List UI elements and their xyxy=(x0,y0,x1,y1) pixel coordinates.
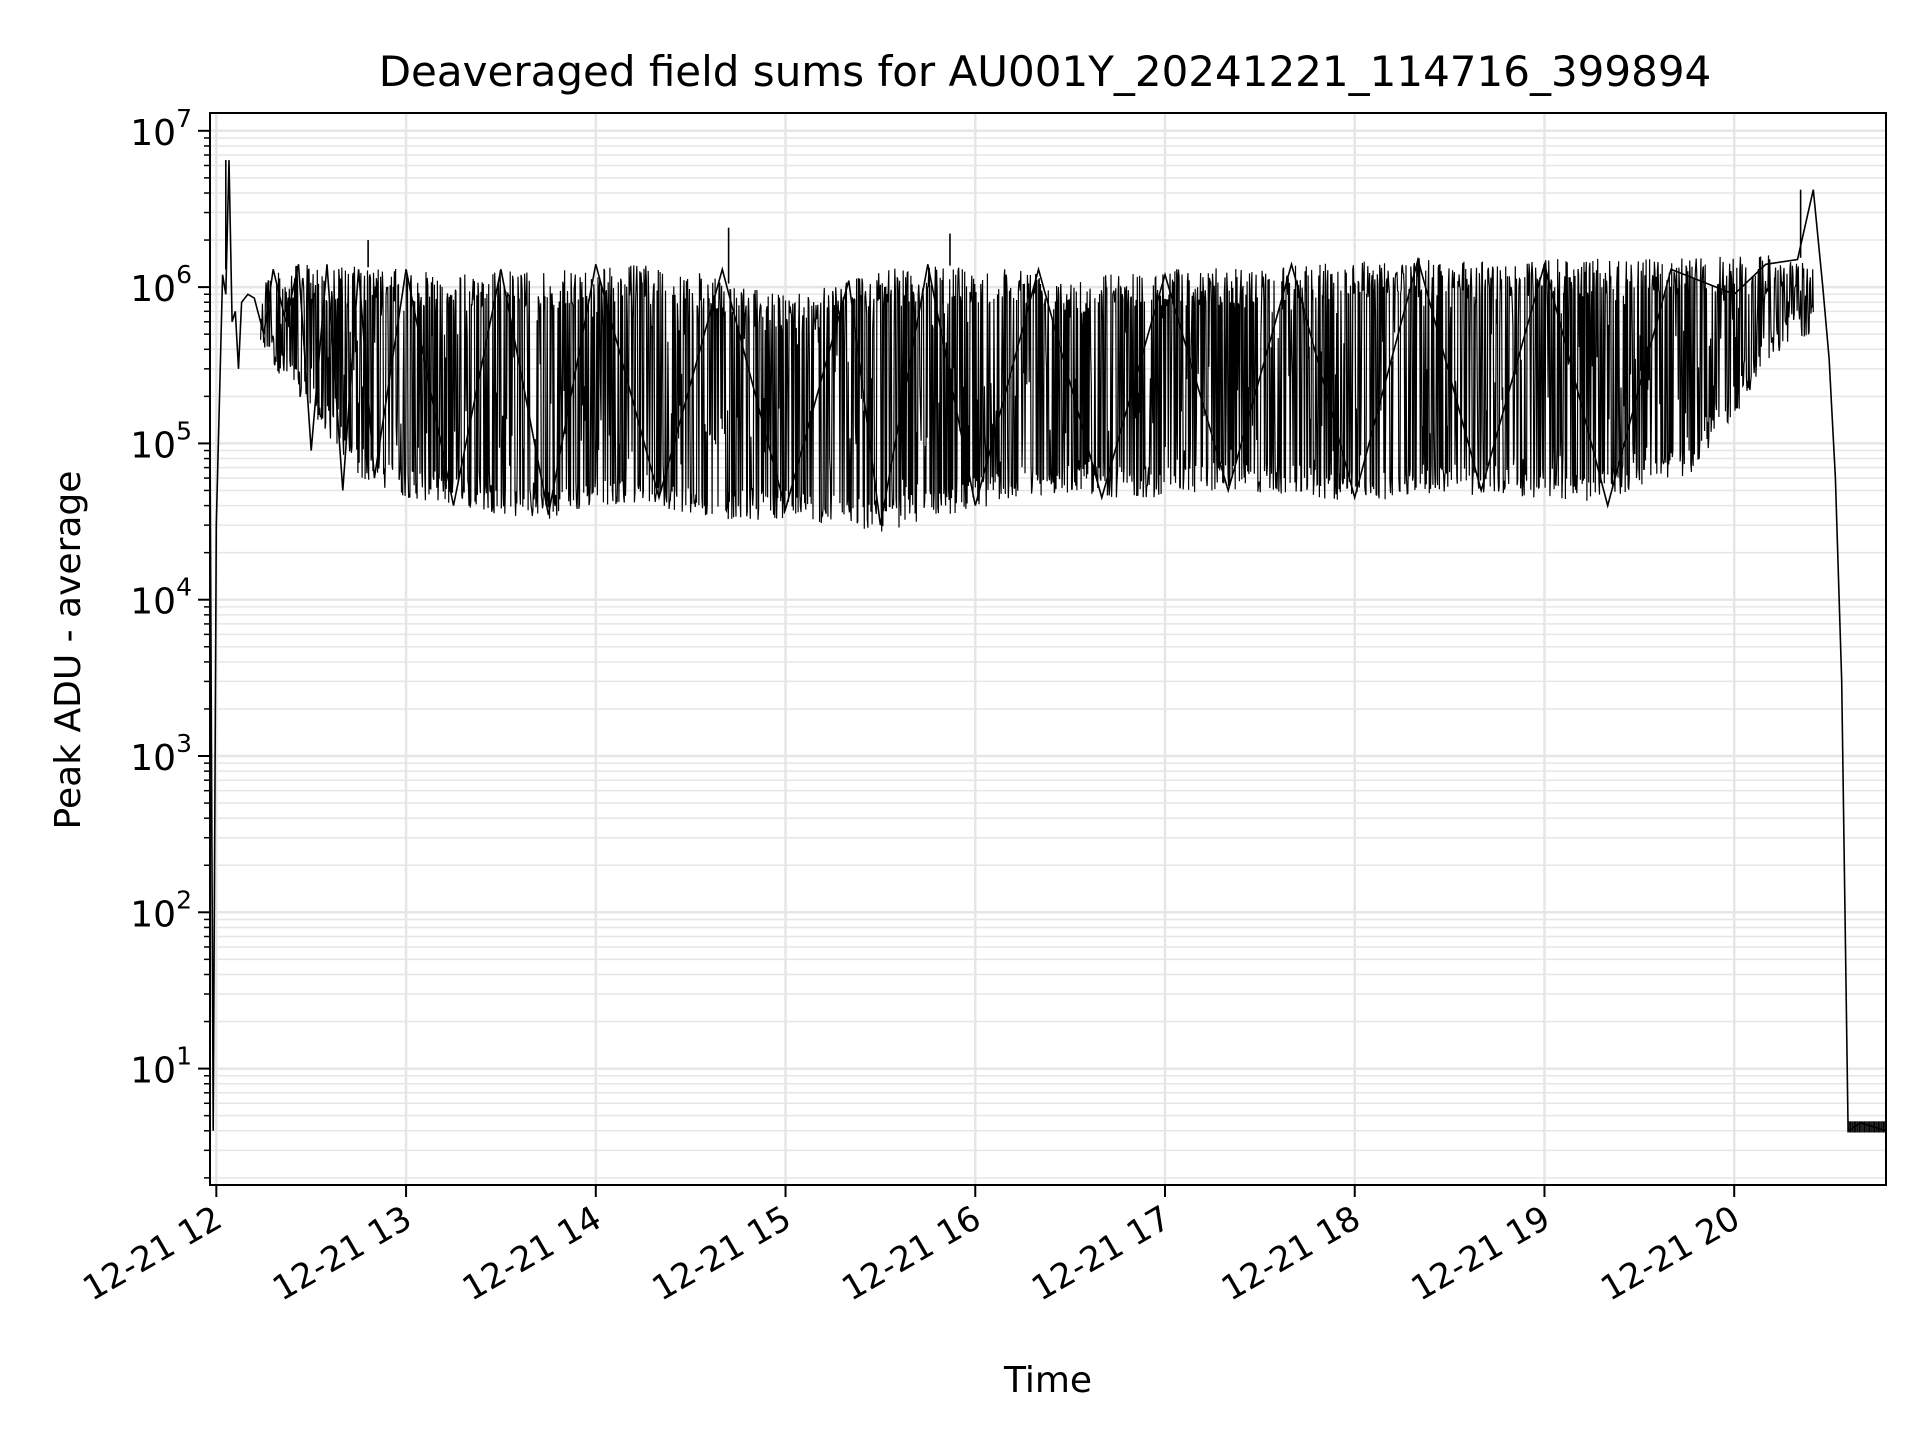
series-oscillation xyxy=(260,255,1814,532)
y-tick-label: 103 xyxy=(130,729,192,779)
x-tick-label: 12-21 13 xyxy=(266,1198,418,1309)
chart-title: Deaveraged field sums for AU001Y_2024122… xyxy=(379,47,1712,96)
y-tick-label: 107 xyxy=(130,104,192,154)
x-tick-label: 12-21 19 xyxy=(1405,1198,1557,1309)
x-tick-label: 12-21 14 xyxy=(456,1198,608,1309)
series-lines xyxy=(209,160,1887,1133)
y-tick-label: 102 xyxy=(130,885,192,935)
y-tick-label: 104 xyxy=(130,573,192,623)
x-tick-label: 12-21 17 xyxy=(1025,1198,1177,1309)
y-tick-label: 106 xyxy=(130,260,192,310)
y-tick-label: 101 xyxy=(130,1042,192,1092)
y-tick-label: 105 xyxy=(130,416,192,466)
y-axis: 101 102 103 104 105 106 107 xyxy=(130,104,210,1179)
series-line xyxy=(209,160,1887,1133)
x-tick-label: 12-21 16 xyxy=(835,1198,987,1309)
x-tick-label: 12-21 15 xyxy=(646,1198,798,1309)
x-tick-label: 12-21 12 xyxy=(76,1198,228,1309)
grid-lines xyxy=(210,113,1886,1185)
x-axis: 12-21 12 12-21 13 12-21 14 12-21 15 12-21 16… xyxy=(76,1185,1747,1309)
x-axis-label: Time xyxy=(1003,1360,1092,1401)
x-tick-label: 12-21 20 xyxy=(1594,1198,1746,1309)
x-tick-label: 12-21 18 xyxy=(1215,1198,1367,1309)
y-axis-label: Peak ADU - average xyxy=(48,471,89,830)
plot-frame xyxy=(209,112,1887,1186)
